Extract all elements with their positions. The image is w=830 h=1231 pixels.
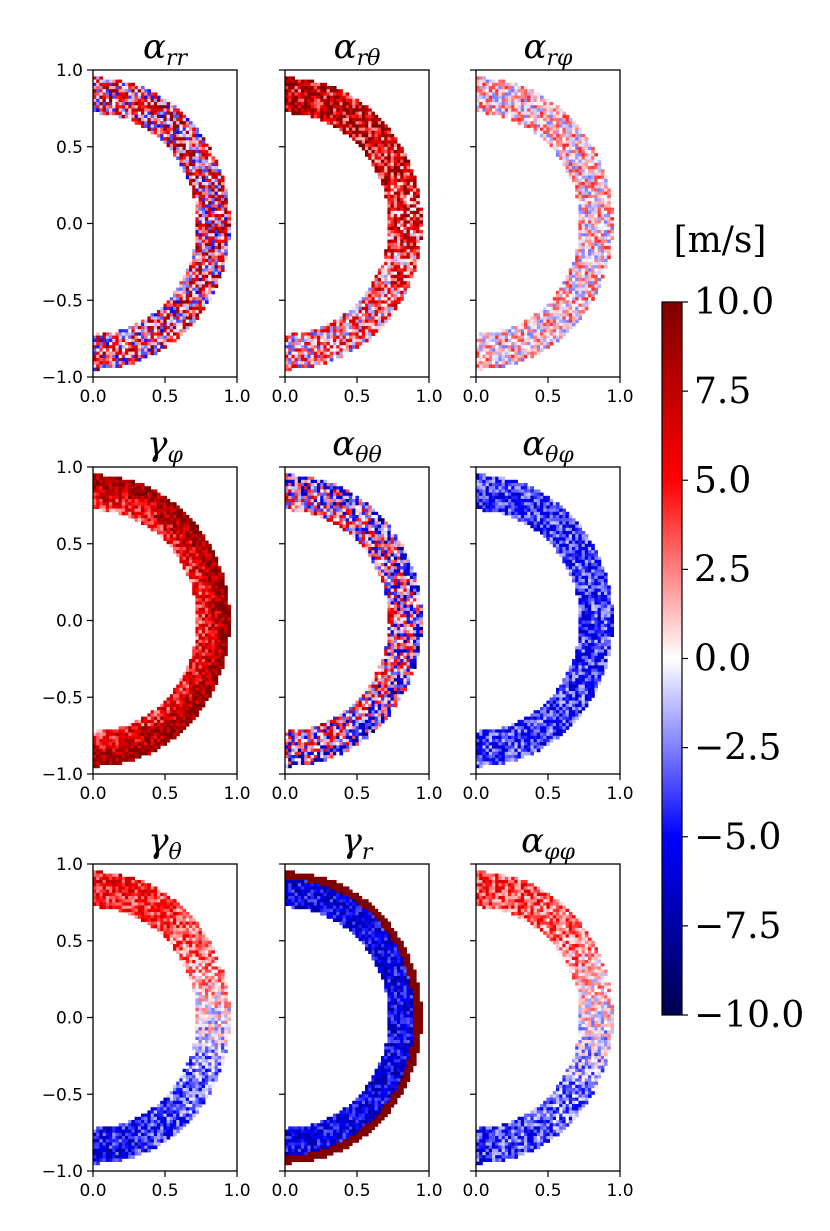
y-tick-label: 0.5 <box>56 138 83 158</box>
x-tick-label: 0.0 <box>271 1181 298 1201</box>
x-tick-label: 0.5 <box>534 387 561 407</box>
x-tick-label: 0.5 <box>343 387 370 407</box>
x-tick-label: 0.0 <box>79 387 106 407</box>
x-tick-label: 0.5 <box>151 784 178 804</box>
panel-title-alpha_phiphi: αφφ <box>521 821 575 865</box>
y-tick-label: −0.5 <box>42 688 83 708</box>
heatmap-alpha_phiphi <box>476 870 614 1166</box>
x-tick-label: 1.0 <box>415 784 442 804</box>
colorbar-label: [m/s] <box>674 220 767 261</box>
x-tick-label: 1.0 <box>415 1181 442 1201</box>
x-tick-label: 0.0 <box>462 387 489 407</box>
panel-title-alpha_rr: αrr <box>143 27 188 71</box>
panel-alpha_rr: 0.0 0.5 1.0 1.0 0.5 0.0 −0.5 −1.0 αrr <box>42 27 251 407</box>
panel-alpha_phiphi: 0.0 0.5 1.0 αφφ <box>462 821 633 1201</box>
panel-title-gamma_theta: γθ <box>148 821 182 865</box>
colorbar-tick-label: −2.5 <box>694 728 781 769</box>
colorbar-tick-label: 0.0 <box>694 639 751 680</box>
x-tick-label: 1.0 <box>415 387 442 407</box>
colorbar-gradient <box>661 301 683 1016</box>
heatmap-gamma_theta <box>93 870 231 1166</box>
heatmap-gamma_r <box>285 870 423 1166</box>
panel-alpha_rtheta: 0.0 0.5 1.0 αrθ <box>271 27 442 407</box>
panel-alpha_thetatheta: 0.0 0.5 1.0 αθθ <box>271 424 442 804</box>
panel-gamma_theta: 0.0 0.5 1.0 1.0 0.5 0.0 −0.5 −1.0 γθ <box>42 821 251 1201</box>
heatmap-alpha_rr <box>93 76 231 372</box>
y-tick-label: −0.5 <box>42 291 83 311</box>
y-tick-label: 1.0 <box>56 458 83 478</box>
x-tick-label: 1.0 <box>606 387 633 407</box>
y-tick-label: 0.5 <box>56 535 83 555</box>
x-tick-label: 0.0 <box>79 784 106 804</box>
panel-title-gamma_r: γr <box>342 821 374 865</box>
x-tick-label: 1.0 <box>606 784 633 804</box>
colorbar: [m/s] 10.0 7.5 5.0 2.5 0.0 −2.5 −5.0 −7.5 −10.0 <box>661 220 804 1036</box>
x-tick-label: 0.5 <box>151 387 178 407</box>
x-tick-label: 1.0 <box>606 1181 633 1201</box>
panel-title-alpha_rphi: αrφ <box>524 27 573 71</box>
colorbar-tick-label: 5.0 <box>694 460 751 501</box>
y-tick-label: −1.0 <box>42 1162 83 1182</box>
panel-gamma_r: 0.0 0.5 1.0 γr <box>271 821 442 1201</box>
x-tick-label: 1.0 <box>223 1181 250 1201</box>
y-tick-label: 1.0 <box>56 61 83 81</box>
heatmap-alpha_rtheta <box>285 76 423 372</box>
heatmap-alpha_thetatheta <box>285 473 423 769</box>
x-tick-label: 1.0 <box>223 784 250 804</box>
panel-gamma_phi: 0.0 0.5 1.0 1.0 0.5 0.0 −0.5 −1.0 γφ <box>42 424 251 804</box>
colorbar-tick-label: −7.5 <box>694 906 781 947</box>
panel-title-alpha_thetatheta: αθθ <box>332 424 381 468</box>
y-tick-label: 0.0 <box>56 1009 83 1029</box>
y-tick-label: 1.0 <box>56 855 83 875</box>
panel-title-alpha_thetaphi: αθφ <box>522 424 574 468</box>
x-tick-label: 1.0 <box>223 387 250 407</box>
heatmap-alpha_thetaphi <box>476 473 614 769</box>
x-tick-label: 0.0 <box>271 387 298 407</box>
x-tick-label: 0.5 <box>343 784 370 804</box>
x-tick-label: 0.5 <box>343 1181 370 1201</box>
x-tick-label: 0.5 <box>151 1181 178 1201</box>
panel-title-alpha_rtheta: αrθ <box>334 27 381 71</box>
y-tick-label: −1.0 <box>42 765 83 785</box>
panel-title-gamma_phi: γφ <box>147 424 183 468</box>
x-tick-label: 0.0 <box>462 1181 489 1201</box>
colorbar-tick-label: 7.5 <box>694 371 751 412</box>
colorbar-tick-label: −5.0 <box>694 817 781 858</box>
heatmap-gamma_phi <box>93 473 231 769</box>
colorbar-tick-label: 10.0 <box>694 282 774 323</box>
y-tick-label: −0.5 <box>42 1085 83 1105</box>
panel-alpha_rphi: 0.0 0.5 1.0 αrφ <box>462 27 633 407</box>
x-tick-label: 0.0 <box>462 784 489 804</box>
x-tick-label: 0.0 <box>271 784 298 804</box>
heatmap-alpha_rphi <box>476 76 614 372</box>
colorbar-tick-label: −10.0 <box>694 995 804 1036</box>
y-tick-label: 0.0 <box>56 612 83 632</box>
colorbar-tick-label: 2.5 <box>694 549 751 590</box>
x-tick-label: 0.5 <box>534 784 561 804</box>
y-tick-label: −1.0 <box>42 368 83 388</box>
y-tick-label: 0.5 <box>56 932 83 952</box>
x-tick-label: 0.0 <box>79 1181 106 1201</box>
panels-layer: 0.0 0.5 1.0 1.0 0.5 0.0 −0.5 −1.0 αrr 0.0 0.5 1.0 αr… <box>42 27 634 1201</box>
panel-alpha_thetaphi: 0.0 0.5 1.0 αθφ <box>462 424 633 804</box>
x-tick-label: 0.5 <box>534 1181 561 1201</box>
y-tick-label: 0.0 <box>56 215 83 235</box>
